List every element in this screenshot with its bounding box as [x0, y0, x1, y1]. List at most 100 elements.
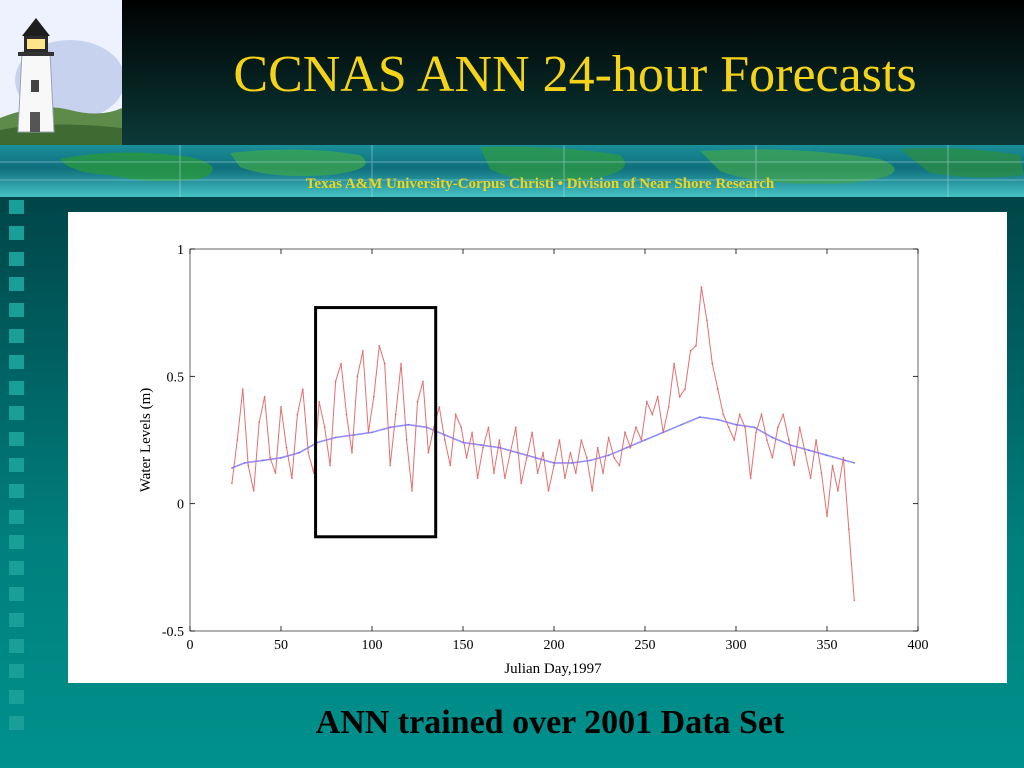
highlight-box — [314, 306, 438, 539]
data-point — [782, 413, 785, 416]
data-point — [716, 388, 719, 390]
data-point — [547, 490, 550, 492]
banner-text: Texas A&M University-Corpus Christi • Di… — [305, 176, 775, 192]
data-point — [263, 395, 266, 398]
data-point — [394, 413, 397, 416]
decorative-square — [9, 406, 24, 421]
data-point — [301, 388, 304, 390]
decorative-square — [9, 587, 24, 601]
x-tick-label: 50 — [274, 638, 288, 653]
x-tick-label: 100 — [362, 638, 383, 653]
data-point — [449, 464, 452, 467]
data-point — [771, 436, 774, 439]
observed-line — [231, 287, 855, 601]
data-point — [241, 388, 244, 390]
series-layer — [231, 286, 856, 602]
data-point — [766, 439, 768, 441]
data-point — [613, 456, 615, 459]
data-point — [274, 472, 277, 474]
y-axis-title: Water Levels (m) — [138, 388, 154, 493]
data-point — [591, 490, 594, 492]
x-tick-label: 250 — [635, 638, 656, 653]
data-point — [438, 406, 441, 408]
decorative-square — [9, 638, 24, 653]
data-point — [589, 459, 592, 462]
data-point — [809, 477, 812, 480]
data-point — [427, 451, 430, 454]
data-point — [807, 449, 810, 452]
data-point — [422, 380, 424, 383]
y-tick-label: 1 — [177, 243, 184, 258]
data-point — [673, 362, 675, 365]
data-point — [476, 477, 479, 480]
data-point — [383, 362, 386, 365]
decorative-square — [9, 303, 24, 318]
data-point — [749, 477, 752, 480]
data-point — [711, 362, 714, 365]
data-point — [640, 439, 643, 441]
data-point — [362, 350, 364, 352]
data-point — [334, 436, 337, 439]
data-point — [498, 446, 501, 449]
x-tick-label: 350 — [817, 638, 838, 653]
decorative-square — [9, 380, 24, 395]
decorative-square — [9, 354, 24, 369]
data-point — [847, 528, 850, 530]
decorative-square — [9, 432, 24, 447]
data-point — [340, 362, 342, 365]
data-point — [471, 431, 473, 434]
data-point — [389, 464, 392, 467]
forecast-line — [231, 416, 855, 469]
data-point — [351, 451, 353, 454]
decorative-square — [9, 535, 24, 550]
data-point — [798, 426, 801, 429]
decorative-square — [9, 251, 24, 266]
decorative-square — [9, 561, 24, 576]
data-point — [689, 350, 692, 352]
data-point — [716, 418, 719, 421]
data-point — [389, 426, 392, 429]
decorative-square — [9, 483, 24, 498]
lighthouse-logo — [0, 0, 122, 145]
data-point — [569, 451, 572, 454]
data-point — [329, 464, 331, 467]
data-point — [542, 451, 544, 454]
data-point — [465, 456, 468, 459]
data-point — [645, 400, 648, 403]
data-point — [296, 413, 299, 416]
world-map-icon — [0, 145, 1024, 197]
data-point — [307, 451, 310, 454]
decorative-square — [9, 716, 24, 730]
decorative-square — [9, 612, 24, 627]
data-point — [280, 406, 282, 408]
data-point — [698, 416, 701, 418]
data-point — [443, 439, 446, 441]
data-point — [826, 515, 828, 518]
data-point — [853, 599, 856, 602]
data-point — [285, 446, 288, 449]
data-point — [247, 464, 250, 467]
data-point — [760, 413, 763, 416]
data-point — [831, 464, 834, 467]
data-point — [680, 423, 683, 426]
data-point — [656, 395, 659, 398]
data-point — [744, 426, 746, 429]
data-point — [755, 431, 757, 434]
data-point — [487, 426, 490, 429]
data-point — [411, 490, 413, 492]
data-point — [700, 286, 703, 289]
data-point — [334, 380, 337, 383]
data-point — [514, 426, 517, 429]
title-band — [0, 0, 1024, 145]
data-point — [460, 426, 463, 429]
data-point — [323, 426, 326, 429]
decorative-square — [9, 225, 24, 240]
data-point — [504, 477, 506, 480]
data-point — [454, 413, 457, 416]
data-point — [602, 472, 604, 474]
data-point — [493, 472, 495, 474]
decorative-square — [9, 690, 24, 705]
data-point — [371, 431, 373, 434]
data-point — [753, 426, 756, 429]
data-point — [837, 490, 839, 492]
